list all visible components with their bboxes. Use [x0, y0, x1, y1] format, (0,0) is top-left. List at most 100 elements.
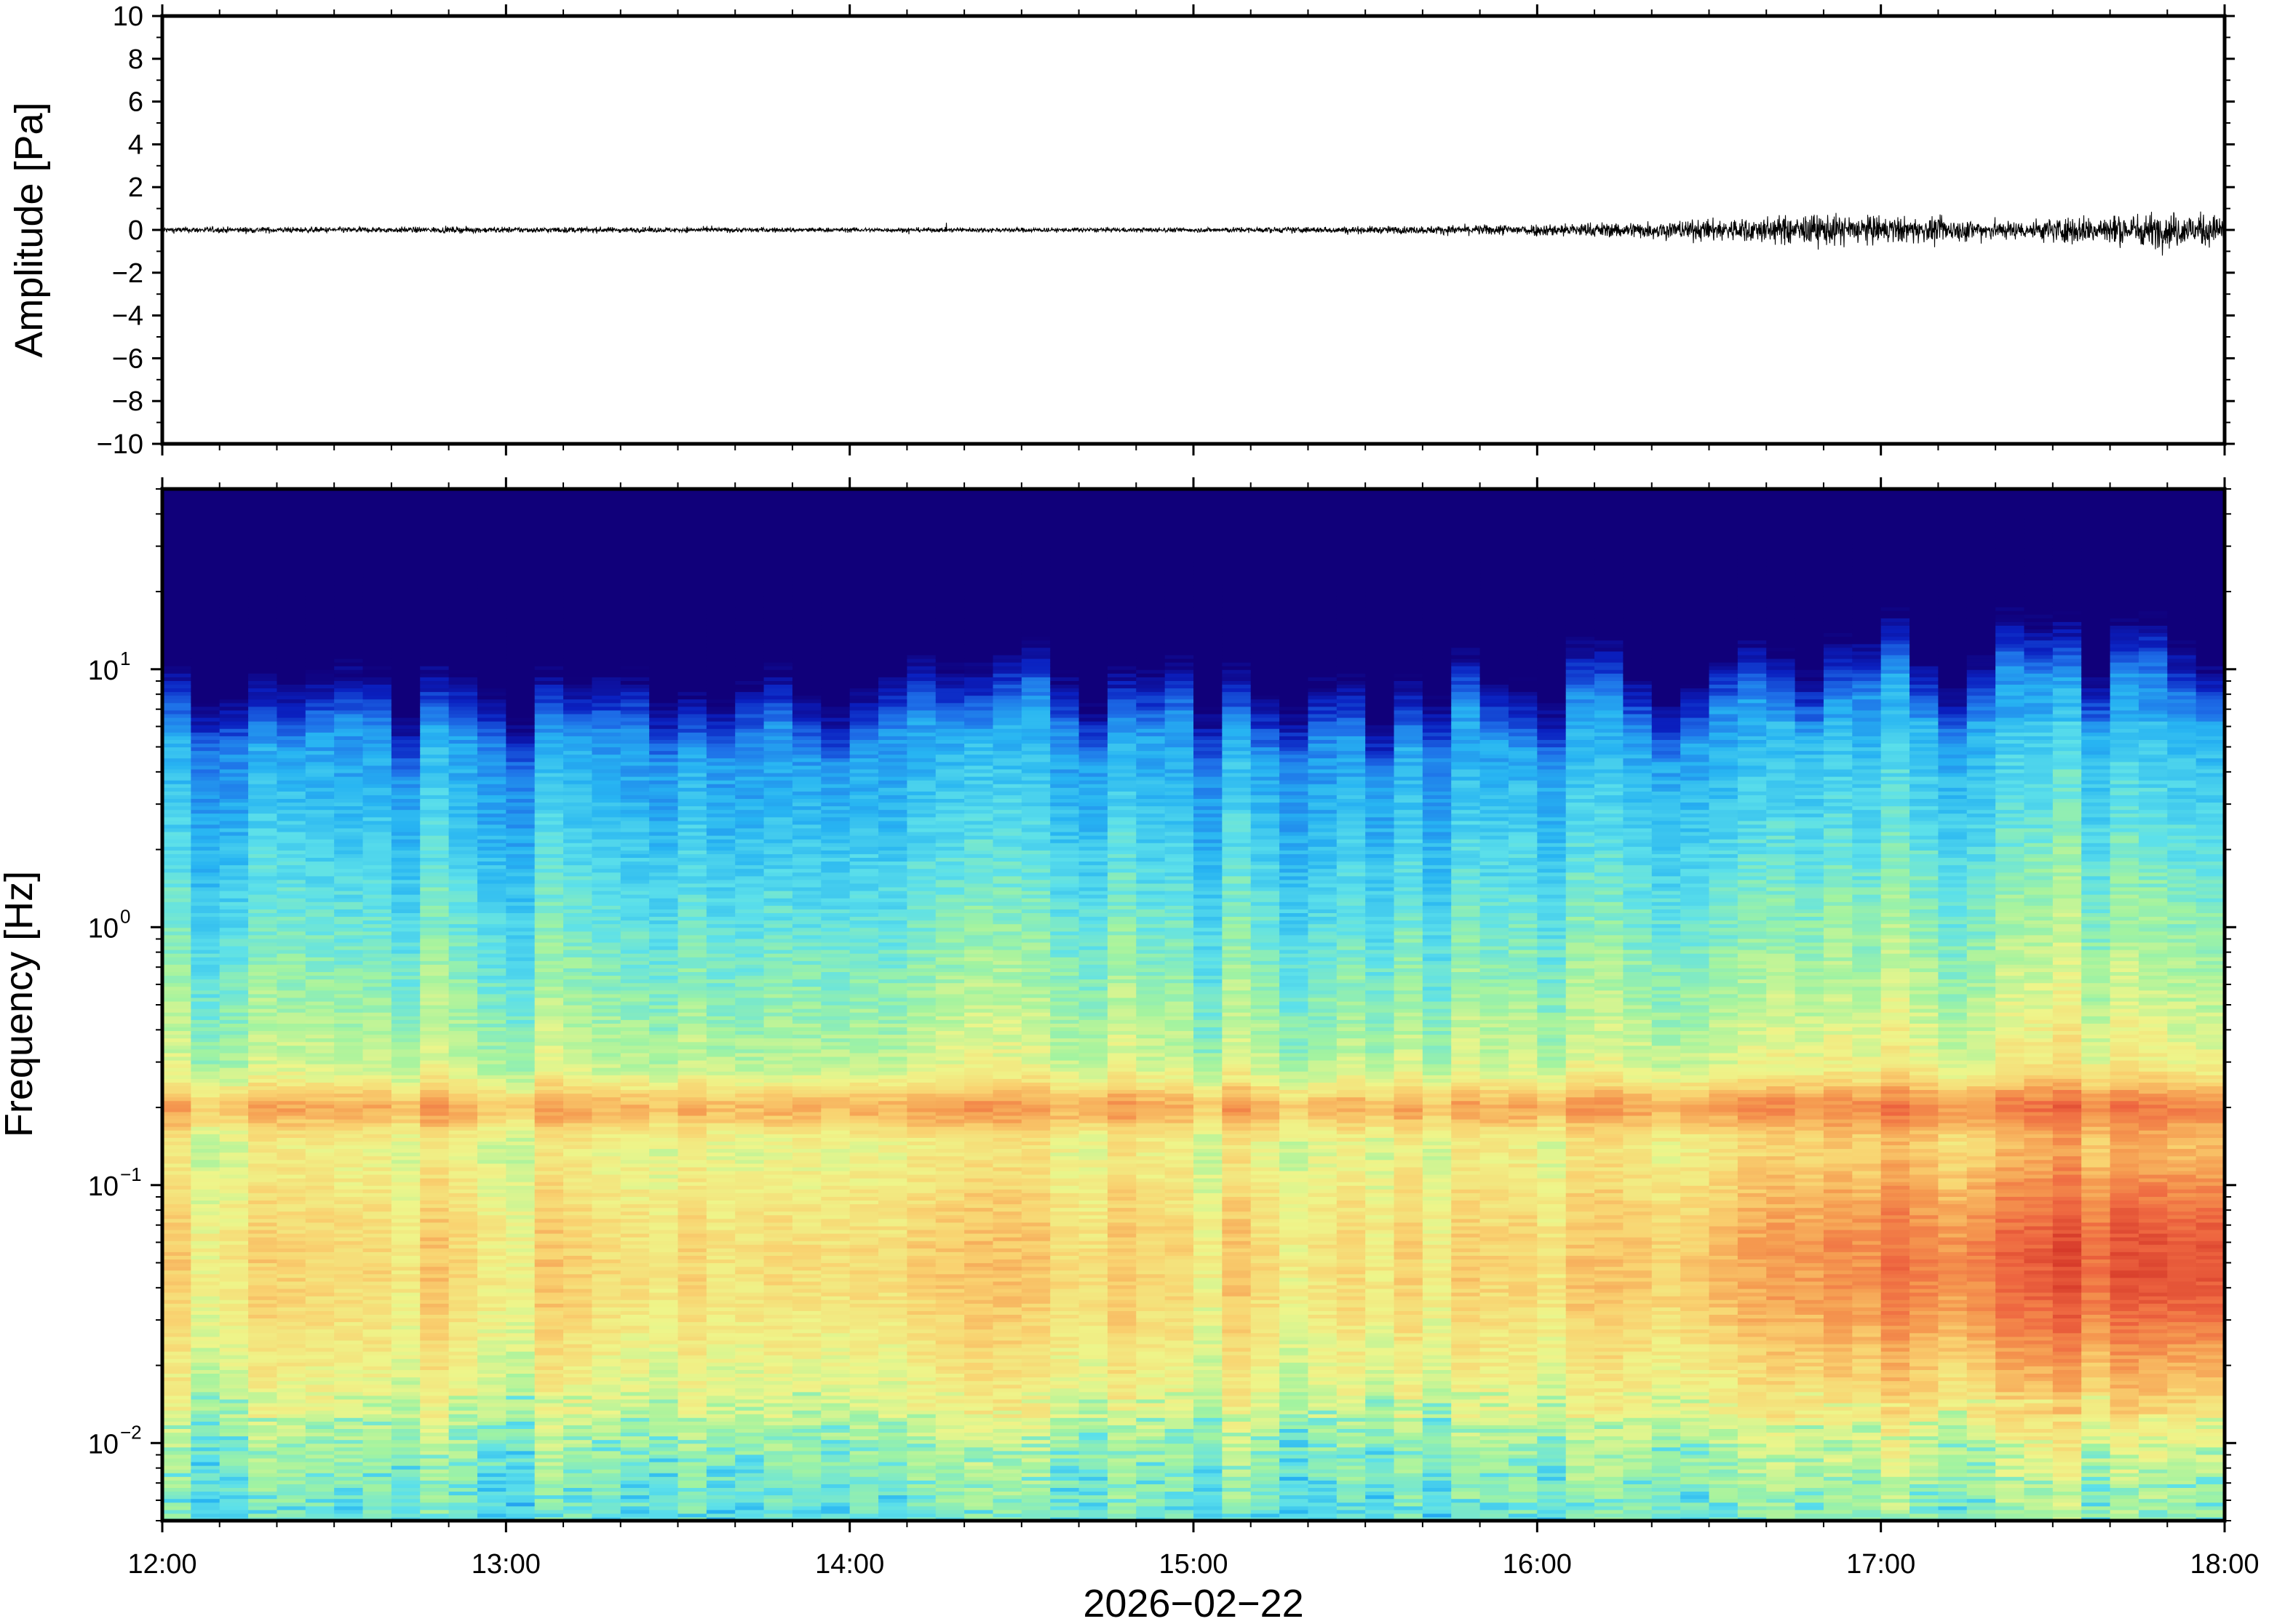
spectrogram-cell — [506, 810, 535, 814]
spectrogram-cell — [220, 1189, 249, 1193]
spectrogram-cell — [334, 633, 363, 637]
spectrogram-cell — [220, 1274, 249, 1278]
spectrogram-cell — [306, 640, 335, 645]
spectrogram-cell — [649, 1281, 678, 1286]
spectrogram-cell — [248, 1322, 277, 1326]
spectrogram-cell — [535, 1369, 564, 1374]
spectrogram-cell — [363, 1222, 392, 1227]
spectrogram-cell — [535, 773, 564, 777]
spectrogram-cell — [477, 721, 506, 725]
spectrogram-cell — [162, 1385, 191, 1389]
spectrogram-cell — [592, 1208, 621, 1212]
spectrogram-cell — [449, 1495, 478, 1500]
spectrogram-cell — [363, 1078, 392, 1083]
spectrogram-cell — [248, 1086, 277, 1090]
spectrogram-cell — [277, 710, 306, 715]
spectrogram-cell — [563, 835, 592, 840]
spectrogram-cell — [621, 1153, 650, 1157]
spectrogram-cell — [535, 1211, 564, 1216]
spectrogram-cell — [363, 1196, 392, 1201]
spectrogram-cell — [563, 651, 592, 656]
spectrogram-cell — [191, 1513, 220, 1518]
spectrogram-cell — [449, 592, 478, 597]
spectrogram-cell — [220, 1292, 249, 1297]
spectrogram-cell — [449, 699, 478, 704]
spectrogram-cell — [277, 1160, 306, 1164]
spectrogram-cell — [678, 813, 707, 818]
spectrogram-cell — [592, 773, 621, 777]
spectrogram-cell — [392, 743, 421, 747]
spectrogram-cell — [477, 1163, 506, 1168]
spectrogram-cell — [592, 1149, 621, 1153]
spectrogram-cell — [248, 1326, 277, 1330]
spectrogram-cell — [191, 1510, 220, 1514]
spectrogram-cell — [477, 1369, 506, 1374]
spectrogram-cell — [678, 1189, 707, 1193]
spectrogram-cell — [306, 625, 335, 629]
spectrogram-cell — [477, 1263, 506, 1267]
spectrogram-cell — [449, 883, 478, 888]
spectrogram-cell — [191, 637, 220, 641]
spectrogram-cell — [506, 832, 535, 836]
spectrogram-cell — [449, 876, 478, 880]
spectrogram-cell — [162, 1071, 191, 1075]
spectrogram-cell — [649, 1149, 678, 1153]
spectrogram-cell — [392, 721, 421, 725]
spectrogram-cell — [191, 773, 220, 777]
spectrogram-cell — [162, 894, 191, 899]
spectrogram-cell — [563, 865, 592, 869]
spectrogram-cell — [535, 912, 564, 917]
spectrogram-cell — [220, 1469, 249, 1473]
spectrogram-cell — [563, 1023, 592, 1027]
spectrogram-cell — [563, 846, 592, 851]
spectrogram-cell — [707, 1499, 736, 1503]
spectrogram-cell — [449, 688, 478, 692]
spectrogram-cell — [563, 1200, 592, 1204]
spectrogram-cell — [449, 1251, 478, 1256]
spectrogram-cell — [248, 644, 277, 648]
spectrogram-cell — [392, 1377, 421, 1381]
spectrogram-cell — [449, 1174, 478, 1179]
spectrogram-cell — [220, 824, 249, 829]
spectrogram-cell — [621, 751, 650, 755]
spectrogram-cell — [392, 1274, 421, 1278]
spectrogram-cell — [248, 850, 277, 854]
spectrogram-cell — [392, 887, 421, 891]
spectrogram-cell — [477, 1060, 506, 1064]
spectrogram-cell — [506, 1038, 535, 1043]
spectrogram-cell — [592, 1444, 621, 1448]
spectrogram-cell — [392, 1049, 421, 1054]
spectrogram-cell — [334, 1023, 363, 1027]
spectrogram-cell — [506, 655, 535, 659]
waveform-y-tick-label: 4 — [128, 130, 143, 160]
spectrogram-cell — [334, 1130, 363, 1134]
spectrogram-cell — [277, 964, 306, 968]
spectrogram-cell — [392, 1097, 421, 1102]
spectrogram-cell — [220, 1259, 249, 1263]
spectrogram-cell — [334, 573, 363, 578]
spectrogram-cell — [506, 869, 535, 873]
spectrogram-cell — [535, 1270, 564, 1275]
spectrogram-cell — [162, 1285, 191, 1289]
spectrogram-cell — [248, 1060, 277, 1064]
spectrogram-cell — [220, 1230, 249, 1234]
spectrogram-cell — [592, 1447, 621, 1452]
spectrogram-cell — [506, 898, 535, 902]
spectrogram-cell — [162, 1351, 191, 1356]
spectrogram-cell — [563, 832, 592, 836]
spectrogram-cell — [191, 880, 220, 884]
spectrogram-cell — [449, 1440, 478, 1444]
spectrogram-cell — [363, 1046, 392, 1050]
spectrogram-cell — [392, 1200, 421, 1204]
spectrogram-cell — [306, 1487, 335, 1492]
spectrogram-cell — [306, 1292, 335, 1297]
spectrogram-cell — [162, 758, 191, 763]
spectrogram-cell — [162, 1480, 191, 1484]
spectrogram-cell — [220, 1160, 249, 1164]
spectrogram-cell — [363, 773, 392, 777]
spectrogram-cell — [449, 1458, 478, 1462]
spectrogram-cell — [649, 714, 678, 718]
spectrogram-cell — [592, 953, 621, 958]
spectrogram-cell — [306, 1259, 335, 1263]
spectrogram-cell — [277, 1369, 306, 1374]
